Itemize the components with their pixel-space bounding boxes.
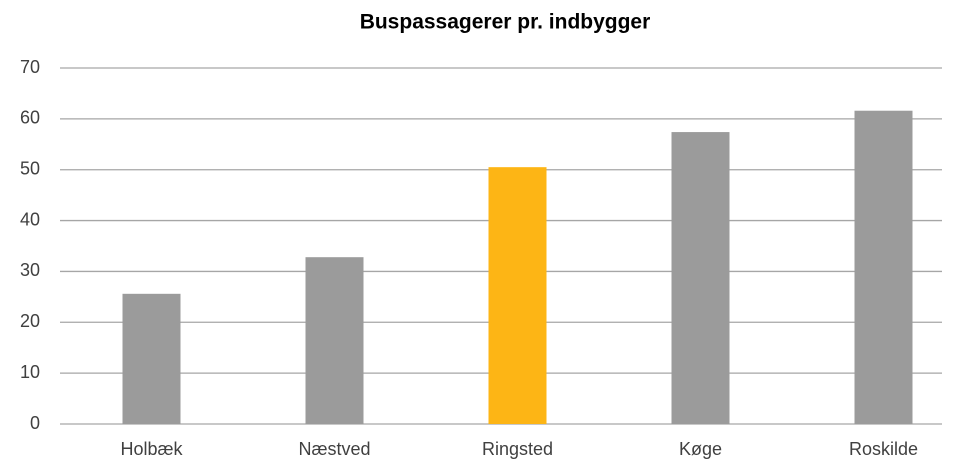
- y-tick-label: 40: [20, 209, 40, 229]
- bar: [671, 132, 730, 424]
- y-tick-label: 20: [20, 311, 40, 331]
- y-tick-label: 50: [20, 158, 40, 178]
- y-tick-label: 10: [20, 362, 40, 382]
- y-tick-label: 0: [30, 413, 40, 433]
- bar: [854, 110, 913, 424]
- x-tick-label: Holbæk: [120, 439, 183, 459]
- x-tick-label: Roskilde: [849, 439, 918, 459]
- y-tick-label: 60: [20, 108, 40, 128]
- chart-title: Buspassagerer pr. indbygger: [360, 11, 651, 34]
- bar: [488, 167, 547, 424]
- y-tick-label: 30: [20, 260, 40, 280]
- x-tick-label: Ringsted: [482, 439, 553, 459]
- bar: [305, 257, 364, 424]
- x-tick-label: Køge: [679, 439, 722, 459]
- x-tick-label: Næstved: [298, 439, 370, 459]
- y-tick-label: 70: [20, 57, 40, 77]
- bar: [122, 293, 181, 424]
